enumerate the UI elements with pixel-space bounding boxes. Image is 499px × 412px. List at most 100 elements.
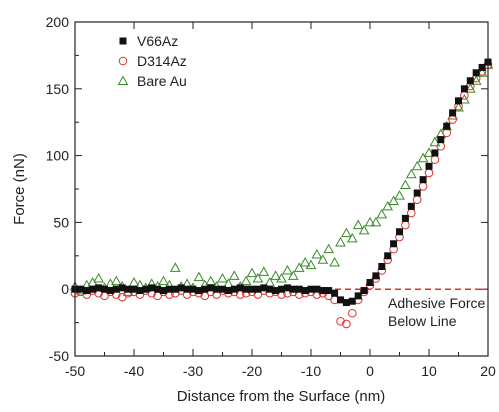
data-point (305, 259, 317, 270)
data-point (287, 270, 299, 280)
x-tick-label: 20 (480, 363, 496, 379)
data-point (449, 109, 457, 117)
data-point (278, 285, 285, 293)
y-tick-labels: -50 0 50 100 150 200 (46, 14, 70, 364)
data-point (160, 287, 167, 295)
x-tick-label: -40 (124, 363, 144, 379)
data-point (388, 195, 399, 206)
data-point (360, 287, 368, 295)
annotation-line-1: Adhesive Force (388, 295, 485, 311)
data-point (242, 285, 250, 293)
data-point (401, 214, 409, 222)
y-tick-label: -50 (49, 348, 69, 364)
data-point (448, 115, 457, 124)
data-point (384, 252, 392, 260)
data-point (307, 285, 315, 293)
y-tick-label: 100 (46, 148, 70, 164)
data-point (228, 270, 240, 280)
data-point (466, 77, 474, 85)
data-point (478, 63, 486, 71)
y-tick-label: 150 (46, 81, 70, 97)
y-axis-title: Force (nN) (11, 153, 28, 225)
data-point (293, 262, 305, 272)
data-point (376, 208, 388, 219)
data-point (394, 190, 405, 200)
y-tick-label: 200 (46, 14, 70, 30)
x-tick-label: -50 (65, 363, 85, 379)
data-point (118, 284, 126, 292)
x-tick-label: 10 (421, 363, 437, 379)
data-point (460, 85, 468, 93)
legend-label: Bare Au (137, 73, 187, 89)
data-point (165, 285, 173, 293)
x-tick-label: -10 (301, 363, 321, 379)
data-points-layer (69, 58, 494, 329)
data-point (201, 285, 209, 293)
data-point (207, 284, 215, 292)
data-point (442, 128, 452, 138)
data-point (425, 162, 433, 170)
data-point (124, 285, 132, 293)
data-point (354, 292, 362, 300)
data-point (83, 287, 91, 295)
data-point (470, 75, 482, 85)
data-point (230, 285, 238, 293)
data-point (417, 152, 429, 163)
data-point (411, 160, 423, 171)
data-point (329, 256, 340, 267)
x-axis-title: Distance from the Surface (nm) (177, 388, 385, 405)
data-point (136, 287, 144, 295)
data-point (252, 272, 264, 283)
data-point (455, 97, 462, 105)
data-point (405, 168, 417, 179)
data-point (331, 289, 339, 297)
data-point (169, 262, 181, 272)
data-point (443, 122, 451, 130)
data-point (423, 147, 435, 157)
annotation-line-2: Below Line (388, 313, 457, 329)
data-point (95, 284, 103, 292)
data-point (464, 83, 476, 93)
data-point (453, 101, 464, 112)
data-point (195, 287, 203, 295)
series-v66az (71, 58, 492, 307)
data-point (336, 316, 345, 326)
data-point (317, 254, 329, 264)
data-point (236, 284, 244, 292)
y-tick-label: 0 (61, 281, 69, 297)
data-point (346, 232, 358, 243)
data-point (254, 285, 262, 293)
data-point (101, 285, 108, 293)
data-point (217, 272, 228, 283)
data-point (89, 285, 97, 293)
data-point (266, 285, 274, 293)
data-point (270, 270, 281, 280)
data-point (311, 248, 323, 259)
data-point (335, 236, 346, 247)
data-point (193, 271, 205, 282)
data-point (472, 69, 480, 77)
data-point (77, 285, 85, 293)
data-point (93, 272, 104, 283)
data-point (295, 285, 303, 293)
data-point (246, 267, 258, 278)
data-point (372, 272, 380, 280)
data-point (366, 279, 374, 287)
data-point (348, 297, 356, 305)
data-point (148, 284, 156, 292)
data-point (476, 67, 488, 77)
x-tick-labels: -50 -40 -30 -20 -10 0 10 20 (65, 363, 496, 379)
data-point (130, 285, 138, 293)
data-point (342, 319, 351, 329)
legend-label: D314Az (137, 53, 187, 69)
data-point (419, 176, 427, 184)
data-point (282, 264, 293, 275)
data-point (358, 224, 370, 235)
data-point (106, 287, 114, 295)
data-point (348, 308, 357, 318)
data-point (412, 195, 422, 204)
data-point (323, 243, 335, 254)
data-point (183, 285, 191, 293)
data-point (205, 275, 217, 286)
